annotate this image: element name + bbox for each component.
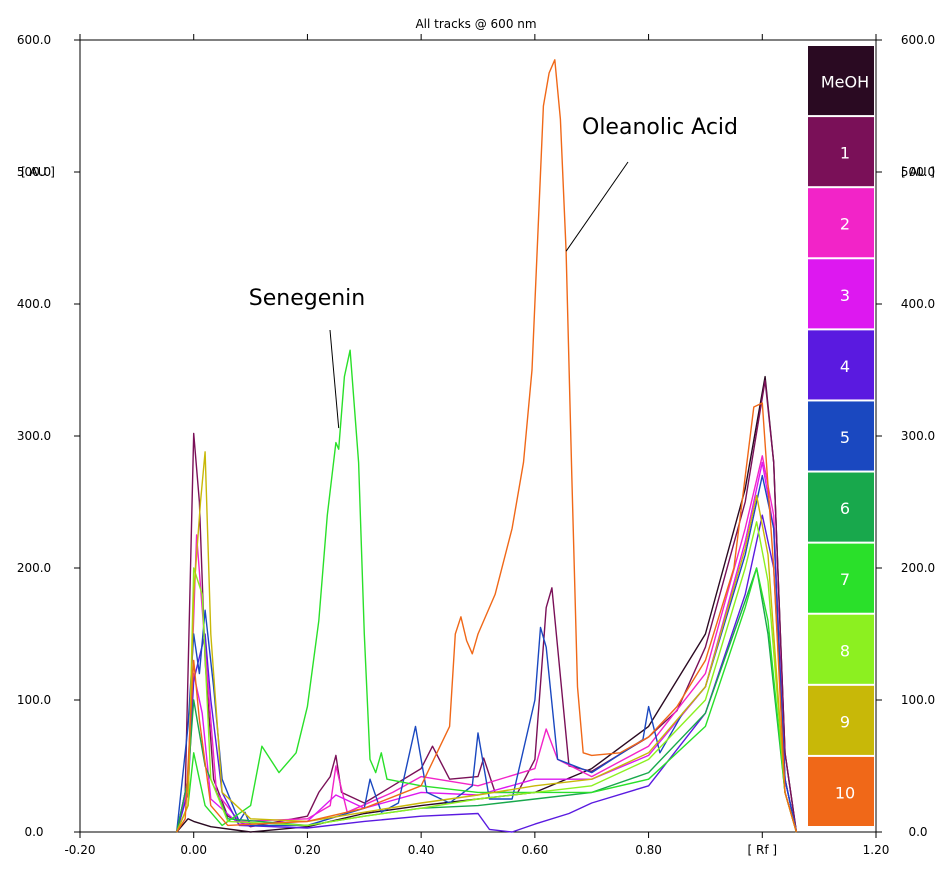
series-line-10 (176, 59, 798, 833)
y-unit-label-left: [ AU ] (21, 165, 55, 179)
legend-swatch (808, 188, 874, 258)
y-tick-label-right: 0.0 (908, 825, 927, 839)
y-tick-label-right: 400.0 (901, 297, 935, 311)
series-line-7 (176, 349, 798, 833)
legend-swatch (808, 685, 874, 755)
legend-label: 7 (840, 570, 850, 589)
y-tick-label-right: 100.0 (901, 693, 935, 707)
chart-title: All tracks @ 600 nm (415, 17, 536, 31)
annotations-layer: Oleanolic Acid Senegenin (249, 115, 738, 429)
legend-label: 6 (840, 499, 850, 518)
y-tick-label-right: 200.0 (901, 561, 935, 575)
series-line-3 (176, 461, 798, 833)
legend-swatch (808, 401, 874, 471)
x-tick-label: 0.60 (521, 843, 548, 857)
y-tick-label: 300.0 (17, 429, 51, 443)
x-tick-label: [ Rf ] (748, 843, 778, 857)
annotation-leader-senegenin (329, 329, 340, 429)
legend-swatch (808, 117, 874, 187)
annotation-leader-oleanolic (565, 161, 629, 252)
x-tick-label: 0.80 (635, 843, 662, 857)
y-tick-label: 200.0 (17, 561, 51, 575)
y-tick-label: 500.0 (17, 165, 51, 179)
legend-swatch (808, 756, 874, 826)
legend-label: 5 (840, 428, 850, 447)
x-tick-label: -0.20 (64, 843, 95, 857)
y-tick-label-right: 600.0 (901, 33, 935, 47)
y-tick-label: 0.0 (24, 825, 43, 839)
legend-label: 1 (840, 144, 850, 163)
y-tick-label: 600.0 (17, 33, 51, 47)
series-line-9 (176, 451, 798, 833)
legend-swatch (808, 259, 874, 329)
annotation-oleanolic-acid: Oleanolic Acid (582, 115, 738, 140)
series-line-2 (176, 455, 798, 833)
y-tick-label-right: 300.0 (901, 429, 935, 443)
annotation-senegenin: Senegenin (249, 286, 365, 311)
legend-swatch (808, 330, 874, 400)
x-tick-label: 0.40 (408, 843, 435, 857)
legend-swatch (808, 543, 874, 613)
y-tick-label: 100.0 (17, 693, 51, 707)
legend-swatch (808, 472, 874, 542)
legend-swatch (808, 46, 874, 116)
y-tick-label: 400.0 (17, 297, 51, 311)
legend: MeOH 1 2 3 4 5 6 7 8 9 10 (808, 46, 874, 826)
legend-label: 3 (840, 286, 850, 305)
series-line-1 (176, 379, 798, 833)
legend-label: 2 (840, 215, 850, 234)
x-tick-label: 1.20 (863, 843, 890, 857)
axes-layer: -0.20 0.00 0.20 0.40 0.60 0.80 [ Rf ] 1.20 0.0 0.… (17, 33, 935, 857)
y-unit-label-right: [ AU ] (901, 165, 935, 179)
x-tick-label: 0.20 (294, 843, 321, 857)
y-tick-label-right: 500.0 (901, 165, 935, 179)
series-line-5 (176, 474, 798, 833)
legend-label: 8 (840, 641, 850, 660)
legend-label: 10 (835, 783, 855, 802)
x-tick-label: 0.00 (180, 843, 207, 857)
legend-label: MeOH (821, 73, 869, 92)
series-layer (176, 59, 798, 833)
series-line-8 (176, 521, 798, 833)
legend-label: 4 (840, 357, 850, 376)
series-line-meoh (176, 375, 798, 833)
legend-swatch (808, 614, 874, 684)
legend-label: 9 (840, 712, 850, 731)
series-line-4 (176, 514, 798, 833)
